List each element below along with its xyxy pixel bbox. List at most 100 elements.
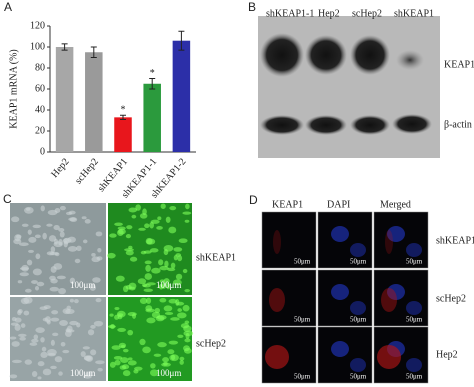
cell (162, 357, 169, 363)
panel-label: A (4, 0, 12, 14)
cell (128, 286, 136, 291)
scale-bar: 50μm (350, 258, 367, 266)
cell (24, 359, 33, 365)
scale-bar: 50μm (350, 316, 367, 324)
cell (82, 239, 88, 244)
y-tick-label: 40 (35, 104, 45, 115)
cell (128, 207, 138, 213)
micrographs (9, 203, 194, 381)
cell (151, 267, 161, 274)
cell (49, 286, 59, 292)
cell (50, 246, 56, 253)
error-bar (178, 30, 185, 51)
panel-label: C (3, 192, 12, 206)
cell (177, 255, 183, 262)
scale-bar: 50μm (350, 373, 367, 381)
nucleus (331, 284, 349, 300)
bar (114, 117, 132, 152)
cell (142, 284, 151, 288)
cell (74, 258, 81, 264)
cell (109, 313, 114, 317)
cell (21, 223, 29, 227)
cell (170, 317, 180, 321)
cell (35, 327, 45, 334)
scale-bar: 50μm (406, 373, 423, 381)
cell (122, 285, 129, 293)
cell (80, 351, 86, 358)
nucleus (406, 243, 422, 257)
error-bar (90, 46, 97, 58)
row-label: scHep2 (436, 293, 466, 304)
cell (175, 273, 183, 280)
cell (145, 264, 151, 272)
cell (157, 216, 162, 221)
cell (74, 298, 79, 304)
cell (127, 329, 134, 336)
cell (42, 368, 52, 376)
cell (164, 311, 174, 316)
cell (97, 247, 102, 253)
cell (59, 231, 65, 238)
cell (90, 324, 96, 329)
y-tick-label: 120 (30, 20, 45, 31)
cell (159, 297, 167, 303)
cell (58, 371, 63, 376)
cell (110, 323, 115, 330)
cell (159, 265, 169, 271)
cell (127, 360, 137, 366)
cell (9, 374, 18, 379)
cell (59, 205, 66, 211)
cell (54, 356, 63, 363)
cell (42, 232, 47, 240)
cell (10, 322, 19, 326)
cell (127, 312, 137, 317)
nucleus (350, 243, 366, 257)
cell (67, 246, 78, 252)
cell (28, 236, 37, 243)
cell (125, 233, 131, 239)
cell (39, 306, 48, 311)
nucleus (331, 341, 349, 357)
confocal-image (261, 211, 317, 269)
cell (179, 360, 184, 365)
scale-bar: 50μm (294, 258, 311, 266)
cell (164, 260, 169, 268)
cell (184, 347, 192, 354)
cell (95, 231, 103, 237)
cell (47, 209, 58, 216)
cell (62, 349, 70, 354)
cell (17, 280, 23, 284)
cell (35, 253, 41, 260)
band-label: β-actin (444, 119, 472, 130)
cell (182, 268, 188, 274)
cell (170, 354, 176, 361)
cell (87, 329, 95, 336)
cell (144, 273, 152, 280)
lane-label: shKEAP1-1 (266, 8, 314, 19)
cell (19, 272, 29, 277)
cell (20, 297, 30, 305)
confocal-image (261, 269, 317, 327)
cell (153, 353, 162, 357)
cell (33, 334, 39, 340)
cell (65, 211, 73, 216)
nucleus (350, 301, 366, 315)
cell (177, 334, 184, 338)
y-tick-label: 80 (35, 62, 45, 73)
cell (76, 245, 82, 252)
cell (21, 264, 29, 272)
cell (117, 327, 126, 332)
cell (107, 252, 116, 259)
cell (131, 214, 137, 219)
cell (185, 203, 190, 210)
cell (28, 249, 34, 253)
nucleus (406, 301, 422, 315)
nucleus (406, 358, 422, 372)
cell (157, 342, 167, 348)
scale-bar: 50μm (406, 258, 423, 266)
cell (114, 359, 121, 366)
cell (24, 288, 32, 293)
cell (93, 320, 104, 327)
cell (63, 240, 68, 248)
cell (178, 238, 188, 244)
